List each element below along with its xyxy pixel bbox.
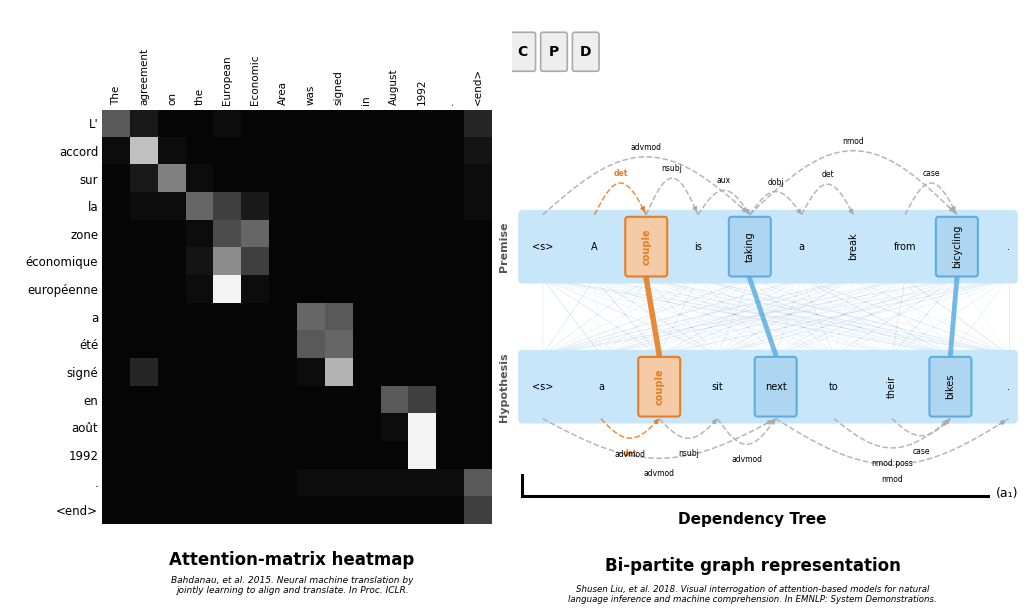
Text: <s>: <s> xyxy=(532,242,553,252)
Text: sit: sit xyxy=(712,382,723,392)
Text: C: C xyxy=(517,45,527,58)
FancyBboxPatch shape xyxy=(638,357,680,417)
Text: bicycling: bicycling xyxy=(952,225,962,269)
Text: nmod:poss: nmod:poss xyxy=(871,459,913,468)
FancyBboxPatch shape xyxy=(572,32,599,71)
Text: case: case xyxy=(923,169,940,178)
FancyBboxPatch shape xyxy=(626,217,668,276)
Text: Shusen Liu, et al. 2018. Visual interrogation of attention-based models for natu: Shusen Liu, et al. 2018. Visual interrog… xyxy=(568,585,937,604)
Text: a: a xyxy=(799,242,805,252)
Text: advmod: advmod xyxy=(614,451,645,459)
Text: det: det xyxy=(623,449,637,458)
Text: case: case xyxy=(912,447,930,456)
Text: A: A xyxy=(591,242,598,252)
Text: <s>: <s> xyxy=(532,382,553,392)
FancyBboxPatch shape xyxy=(509,32,536,71)
Text: D: D xyxy=(580,45,592,58)
Text: bikes: bikes xyxy=(945,374,955,400)
Text: couple: couple xyxy=(654,368,665,405)
Text: couple: couple xyxy=(641,228,651,265)
Text: is: is xyxy=(694,242,702,252)
Text: advmod: advmod xyxy=(731,456,762,464)
Text: a: a xyxy=(598,382,604,392)
Text: .: . xyxy=(1008,242,1010,252)
Text: aux: aux xyxy=(717,177,731,185)
Text: break: break xyxy=(848,233,858,261)
FancyBboxPatch shape xyxy=(518,209,1018,284)
Text: Hypothesis: Hypothesis xyxy=(500,352,510,421)
Text: P: P xyxy=(549,45,559,58)
Text: advmod: advmod xyxy=(631,143,662,152)
FancyBboxPatch shape xyxy=(729,217,771,276)
Text: to: to xyxy=(829,382,839,392)
Text: Dependency Tree: Dependency Tree xyxy=(678,512,827,527)
Text: Premise: Premise xyxy=(500,222,510,272)
Text: det: det xyxy=(821,171,834,180)
FancyBboxPatch shape xyxy=(518,350,1018,424)
Text: dobj: dobj xyxy=(767,178,784,186)
Text: nmod: nmod xyxy=(882,475,903,484)
Text: their: their xyxy=(887,375,897,398)
Text: next: next xyxy=(765,382,786,392)
Text: nmod: nmod xyxy=(843,137,864,146)
Text: Bi-partite graph representation: Bi-partite graph representation xyxy=(605,557,900,576)
Text: Bahdanau, et al. 2015. Neural machine translation by
jointly learning to align a: Bahdanau, et al. 2015. Neural machine tr… xyxy=(171,576,413,595)
Text: .: . xyxy=(1008,382,1010,392)
FancyBboxPatch shape xyxy=(930,357,972,417)
Text: Attention-matrix heatmap: Attention-matrix heatmap xyxy=(169,551,415,569)
FancyBboxPatch shape xyxy=(755,357,797,417)
Text: from: from xyxy=(894,242,916,252)
FancyBboxPatch shape xyxy=(541,32,567,71)
Text: det: det xyxy=(613,169,628,178)
Text: advmod: advmod xyxy=(644,469,675,478)
Text: nsubj: nsubj xyxy=(678,449,698,458)
FancyBboxPatch shape xyxy=(936,217,978,276)
Text: taking: taking xyxy=(744,231,755,262)
Text: nsubj: nsubj xyxy=(662,164,683,173)
Text: (a₁): (a₁) xyxy=(995,487,1018,500)
